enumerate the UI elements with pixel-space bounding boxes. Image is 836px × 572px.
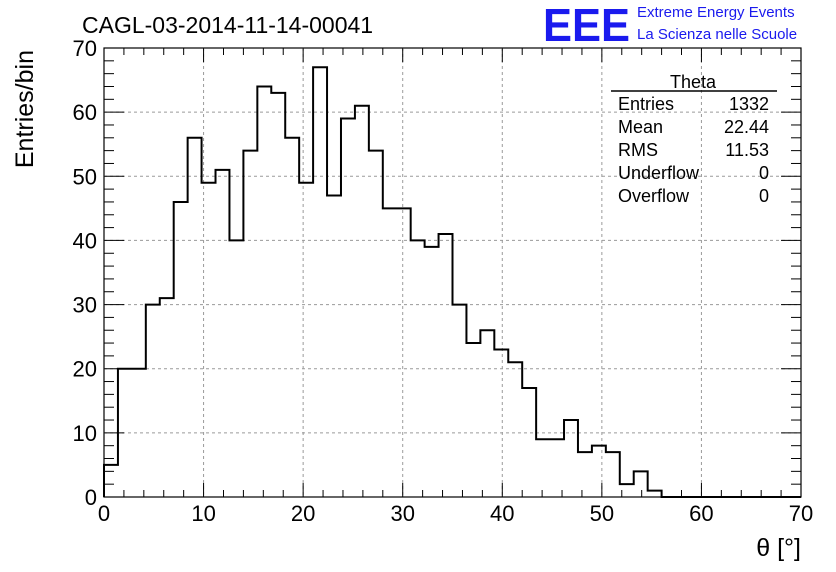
x-tick-label: 20: [291, 501, 315, 526]
eee-logo-mark: EEE: [543, 0, 630, 51]
plot-frame: [103, 47, 802, 498]
stats-name: Theta: [670, 72, 717, 92]
y-tick-label: 50: [73, 164, 97, 189]
stats-value: 0: [759, 163, 769, 183]
y-tick-label: 30: [73, 293, 97, 318]
y-tick-label: 70: [73, 36, 97, 61]
x-tick-label: 10: [191, 501, 215, 526]
stats-value: 0: [759, 186, 769, 206]
chart-title: CAGL-03-2014-11-14-00041: [82, 12, 373, 38]
y-tick-label: 10: [73, 421, 97, 446]
y-tick-label: 0: [85, 485, 97, 510]
stats-label: RMS: [618, 140, 658, 160]
stats-box: Theta Entries 1332 Mean 22.44 RMS 11.53 Underf…: [611, 72, 777, 206]
stats-label: Overflow: [618, 186, 690, 206]
stats-rows: Entries 1332 Mean 22.44 RMS 11.53 Underflow 0 Ov…: [618, 94, 769, 206]
eee-logo-line1: Extreme Energy Events: [637, 4, 795, 21]
axis-ticks: [103, 47, 802, 498]
stats-value: 1332: [729, 94, 769, 114]
y-tick-label: 20: [73, 357, 97, 382]
stats-label: Underflow: [618, 163, 700, 183]
stats-label: Mean: [618, 117, 663, 137]
x-tick-label: 50: [590, 501, 614, 526]
x-tick-label: 70: [789, 501, 813, 526]
stats-label: Entries: [618, 94, 674, 114]
x-tick-label: 40: [490, 501, 514, 526]
stats-value: 22.44: [724, 117, 769, 137]
x-tick-label: 0: [98, 501, 110, 526]
histogram-outline: [103, 66, 801, 498]
y-tick-labels: 0 10 20 30 40 50 60 70: [73, 36, 97, 510]
x-tick-label: 60: [689, 501, 713, 526]
y-axis-title: Entries/bin: [11, 50, 39, 168]
x-tick-label: 30: [390, 501, 414, 526]
y-tick-label: 40: [73, 228, 97, 253]
x-axis-title: θ [°]: [756, 534, 801, 562]
stats-value: 11.53: [725, 140, 769, 160]
eee-logo-line2: La Scienza nelle Scuole: [637, 26, 797, 43]
y-tick-label: 60: [73, 100, 97, 125]
eee-logo: EEE Extreme Energy Events La Scienza nel…: [543, 0, 797, 51]
x-tick-labels: 0 10 20 30 40 50 60 70: [98, 501, 813, 526]
